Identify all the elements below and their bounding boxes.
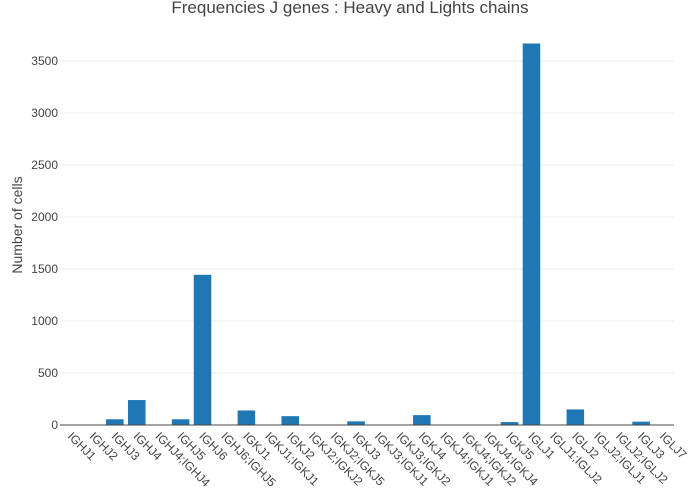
y-axis-label: Number of cells: [9, 176, 25, 273]
bar-ighj4[interactable]: [127, 400, 146, 425]
y-axis-ticks: 0 500 1000 1500 2000 2500 3000 3500: [31, 54, 58, 432]
y-tick-label: 2500: [31, 158, 58, 172]
y-tick-label: 1500: [31, 262, 58, 276]
y-tick-label: 2000: [31, 210, 58, 224]
bar-igkj1[interactable]: [237, 410, 256, 425]
y-tick-label: 3500: [31, 54, 58, 68]
bar-iglj1[interactable]: [522, 43, 541, 426]
y-tick-label: 3000: [31, 106, 58, 120]
bar-iglj3[interactable]: [632, 421, 650, 425]
y-tick-label: 500: [38, 366, 58, 380]
bars: [62, 43, 672, 426]
x-axis-ticks: IGHJ1IGHJ2IGHJ3IGHJ4IGHJ4;IGHJ4IGHJ5IGHJ…: [65, 429, 690, 490]
bar-igkj2[interactable]: [281, 416, 300, 425]
bar-igkj5[interactable]: [500, 422, 519, 425]
bar-igkj4[interactable]: [413, 415, 431, 425]
gridlines: [60, 60, 674, 374]
chart-title: Frequencies J genes : Heavy and Lights c…: [171, 0, 528, 17]
bar-ighj6[interactable]: [193, 274, 212, 425]
bar-iglj2[interactable]: [566, 409, 585, 425]
y-tick-label: 1000: [31, 314, 58, 328]
bar-ighj5[interactable]: [171, 419, 190, 425]
bar-ighj3[interactable]: [106, 419, 124, 425]
bar-igkj3[interactable]: [347, 421, 365, 425]
y-tick-label: 0: [51, 418, 58, 432]
